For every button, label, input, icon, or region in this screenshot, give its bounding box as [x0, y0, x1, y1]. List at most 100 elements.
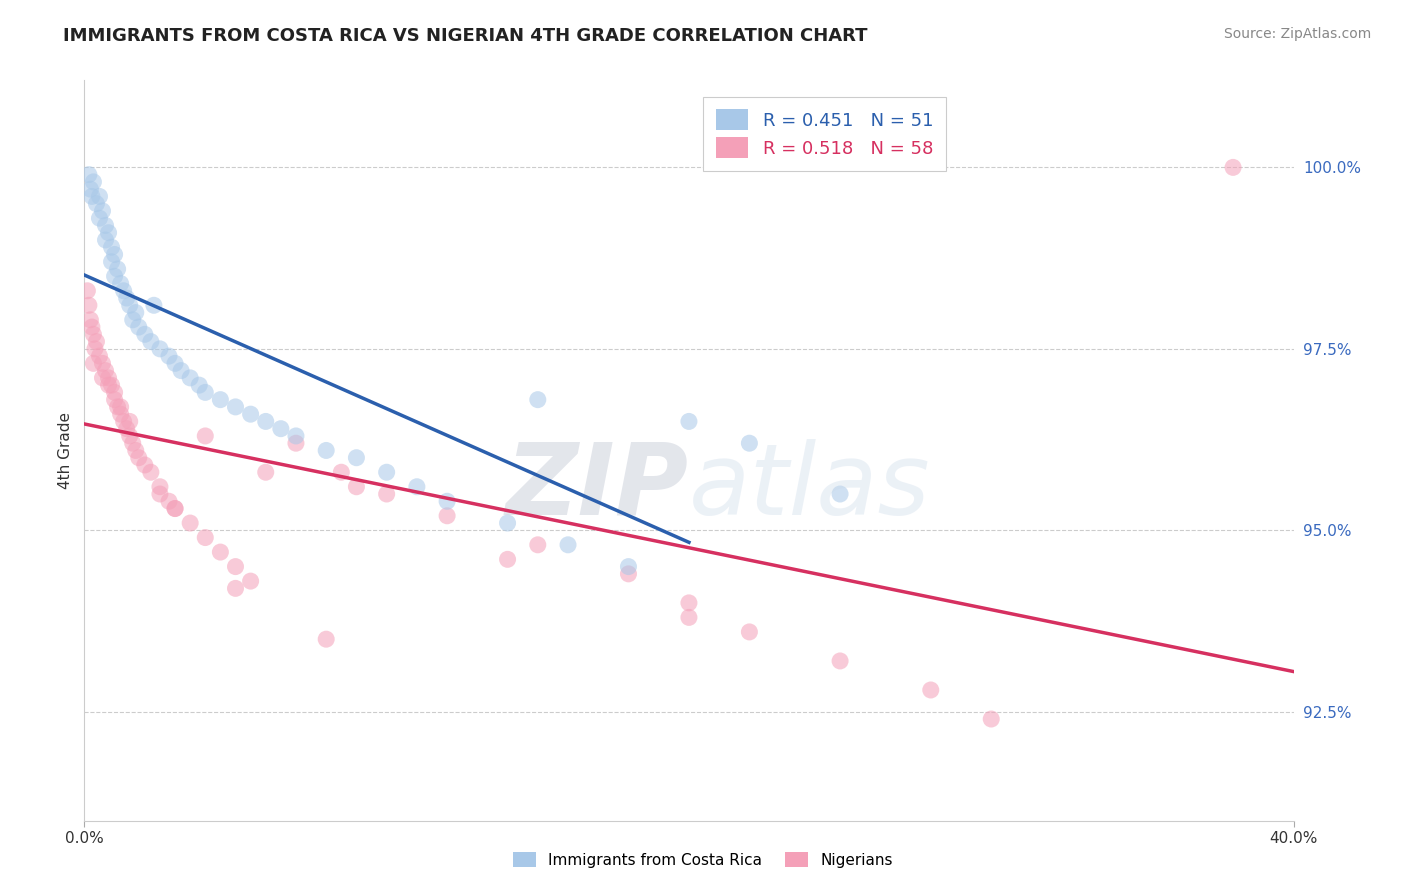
Point — [100, 378, 122, 392]
Point — [82, 327, 104, 342]
Point — [79, 182, 101, 196]
Y-axis label: 4th Grade: 4th Grade — [58, 412, 73, 489]
Point — [157, 349, 180, 363]
Point — [617, 559, 640, 574]
Point — [128, 320, 150, 334]
Point — [179, 516, 201, 530]
Point — [84, 342, 107, 356]
Point — [134, 327, 156, 342]
Point — [97, 226, 120, 240]
Point — [678, 414, 700, 428]
Point — [128, 450, 150, 465]
Point — [89, 189, 111, 203]
Point — [496, 516, 519, 530]
Point — [94, 219, 117, 233]
Point — [315, 632, 337, 647]
Point — [209, 545, 232, 559]
Point — [149, 487, 172, 501]
Point — [315, 443, 337, 458]
Point — [179, 371, 201, 385]
Point — [830, 487, 852, 501]
Text: Source: ZipAtlas.com: Source: ZipAtlas.com — [1223, 27, 1371, 41]
Text: ZIP: ZIP — [506, 439, 689, 536]
Text: IMMIGRANTS FROM COSTA RICA VS NIGERIAN 4TH GRADE CORRELATION CHART: IMMIGRANTS FROM COSTA RICA VS NIGERIAN 4… — [63, 27, 868, 45]
Point — [110, 407, 132, 421]
Point — [107, 400, 129, 414]
Point — [165, 501, 187, 516]
Legend: R = 0.451   N = 51, R = 0.518   N = 58: R = 0.451 N = 51, R = 0.518 N = 58 — [703, 96, 946, 171]
Point — [77, 168, 100, 182]
Point — [527, 538, 550, 552]
Point — [285, 436, 308, 450]
Point — [104, 392, 127, 407]
Point — [527, 392, 550, 407]
Legend: Immigrants from Costa Rica, Nigerians: Immigrants from Costa Rica, Nigerians — [506, 844, 900, 875]
Point — [254, 465, 277, 479]
Point — [125, 305, 148, 319]
Point — [107, 262, 129, 277]
Point — [165, 356, 187, 370]
Point — [346, 450, 368, 465]
Point — [406, 480, 429, 494]
Point — [86, 334, 108, 349]
Point — [225, 582, 247, 596]
Point — [254, 414, 277, 428]
Point — [121, 436, 143, 450]
Point — [77, 298, 100, 312]
Point — [194, 531, 217, 545]
Point — [617, 566, 640, 581]
Point — [97, 371, 120, 385]
Point — [112, 414, 135, 428]
Point — [194, 429, 217, 443]
Point — [118, 414, 141, 428]
Point — [239, 574, 262, 588]
Point — [139, 465, 162, 479]
Point — [980, 712, 1002, 726]
Point — [86, 196, 108, 211]
Point — [496, 552, 519, 566]
Point — [110, 277, 132, 291]
Point — [104, 385, 127, 400]
Point — [678, 596, 700, 610]
Point — [100, 240, 122, 254]
Point — [80, 189, 103, 203]
Point — [239, 407, 262, 421]
Point — [149, 480, 172, 494]
Point — [225, 559, 247, 574]
Point — [375, 487, 398, 501]
Point — [125, 443, 148, 458]
Point — [194, 385, 217, 400]
Point — [94, 363, 117, 377]
Point — [188, 378, 211, 392]
Point — [100, 254, 122, 268]
Point — [285, 429, 308, 443]
Point — [270, 422, 292, 436]
Point — [91, 203, 114, 218]
Point — [142, 298, 165, 312]
Point — [97, 378, 120, 392]
Point — [170, 363, 193, 377]
Point — [330, 465, 353, 479]
Point — [678, 610, 700, 624]
Point — [104, 247, 127, 261]
Point — [225, 400, 247, 414]
Point — [1222, 161, 1244, 175]
Point — [157, 494, 180, 508]
Point — [82, 356, 104, 370]
Point — [436, 494, 458, 508]
Point — [104, 269, 127, 284]
Point — [115, 422, 138, 436]
Point — [134, 458, 156, 472]
Point — [209, 392, 232, 407]
Point — [375, 465, 398, 479]
Point — [91, 356, 114, 370]
Point — [94, 233, 117, 247]
Point — [112, 284, 135, 298]
Point — [118, 298, 141, 312]
Point — [89, 211, 111, 226]
Point — [830, 654, 852, 668]
Point — [139, 334, 162, 349]
Point — [89, 349, 111, 363]
Point — [165, 501, 187, 516]
Point — [920, 683, 942, 698]
